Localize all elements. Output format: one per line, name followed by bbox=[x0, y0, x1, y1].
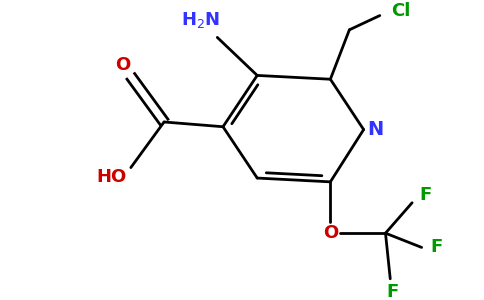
Text: H$_2$N: H$_2$N bbox=[181, 10, 220, 30]
Text: HO: HO bbox=[97, 168, 127, 186]
Text: O: O bbox=[323, 224, 338, 242]
Text: N: N bbox=[367, 120, 383, 139]
Text: F: F bbox=[431, 238, 443, 256]
Text: F: F bbox=[419, 186, 432, 204]
Text: Cl: Cl bbox=[391, 2, 410, 20]
Text: O: O bbox=[116, 56, 131, 74]
Text: F: F bbox=[386, 283, 398, 300]
